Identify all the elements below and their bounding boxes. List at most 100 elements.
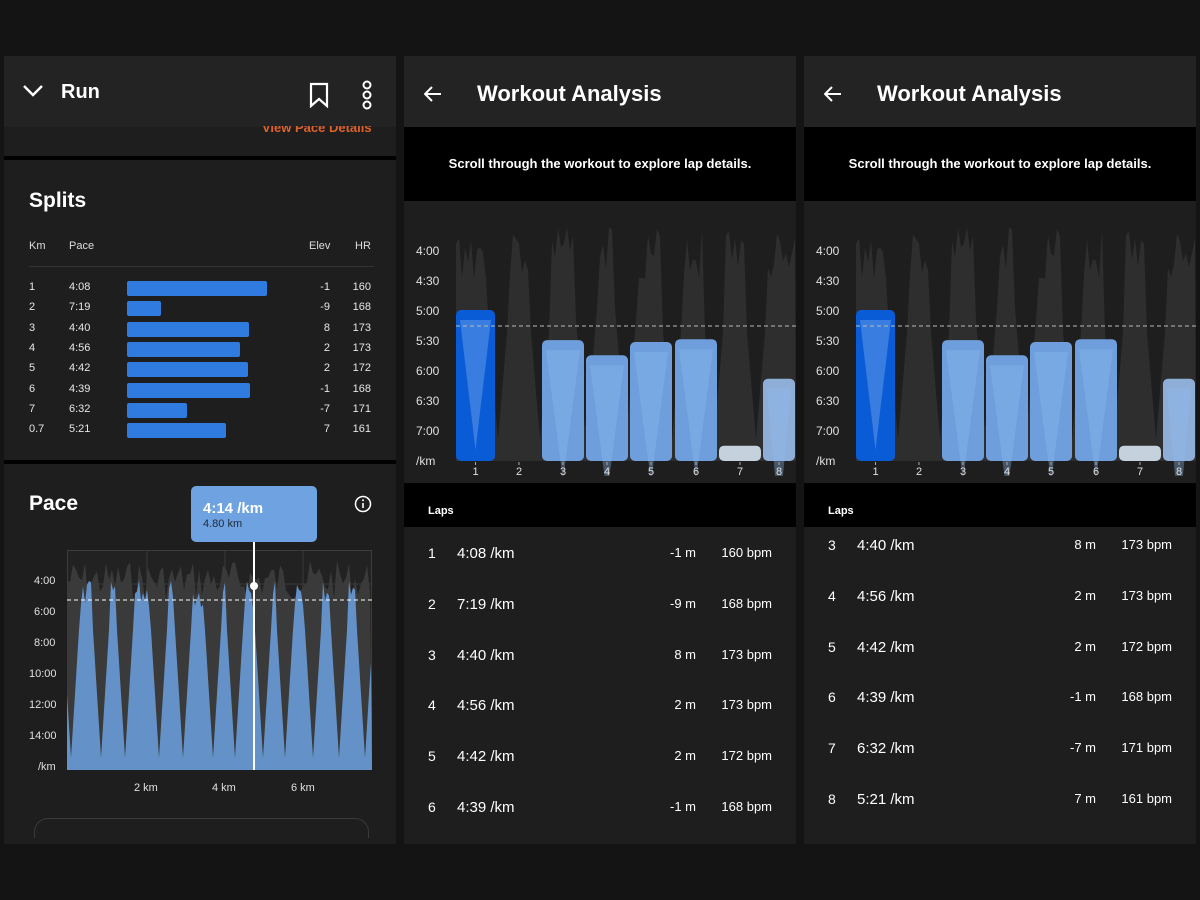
split-pace: 4:42 xyxy=(69,362,91,375)
pace-x-tick-label: 4 km xyxy=(212,782,236,794)
bottom-button-partial[interactable] xyxy=(34,818,369,838)
lap-pace: 4:40 /km xyxy=(857,537,915,554)
lap-bar-overlay xyxy=(1167,388,1191,476)
split-row: 3 4:40 8 173 xyxy=(4,319,396,339)
lap-x-tick-label: 3 xyxy=(960,466,966,476)
lap-bar[interactable] xyxy=(1030,342,1072,461)
lap-row[interactable]: 3 4:40 /km 8 m 173 bpm xyxy=(804,519,1196,569)
lap-bar[interactable] xyxy=(1163,378,1195,461)
lap-row[interactable]: 6 4:39 /km -1 m 168 bpm xyxy=(804,671,1196,721)
split-bar xyxy=(127,382,250,398)
lap-bar[interactable] xyxy=(856,310,895,461)
pace-x-tick-label: 6 km xyxy=(291,782,315,794)
lap-bar[interactable] xyxy=(719,445,761,461)
more-vertical-icon[interactable] xyxy=(359,80,375,110)
lap-heart-rate: 173 bpm xyxy=(1121,537,1172,552)
lap-elevation: 2 m xyxy=(1074,638,1096,654)
lap-bar[interactable] xyxy=(942,340,984,461)
lap-row[interactable]: 8 5:21 /km 7 m 161 bpm xyxy=(804,773,1196,823)
lap-row[interactable]: 5 4:42 /km 2 m 172 bpm xyxy=(404,730,796,780)
lap-bar[interactable] xyxy=(542,340,584,461)
lap-elevation: -1 m xyxy=(670,799,696,814)
lap-row[interactable]: 3 4:40 /km 8 m 173 bpm xyxy=(404,629,796,679)
lap-y-tick-label: 5:30 xyxy=(416,334,440,348)
lap-number: 7 xyxy=(828,740,836,757)
lap-bar-overlay xyxy=(990,365,1024,476)
lap-pace: 7:19 /km xyxy=(457,595,515,613)
lap-row[interactable]: 6 4:39 /km -1 m 168 bpm xyxy=(404,781,796,831)
lap-elevation: 2 m xyxy=(674,697,696,713)
split-km: 6 xyxy=(29,382,36,395)
lap-bar-overlay xyxy=(860,320,891,450)
lap-y-tick-label: 5:00 xyxy=(816,304,840,318)
lap-y-tick-label: 6:30 xyxy=(416,394,440,408)
pace-chart[interactable] xyxy=(67,550,372,770)
lap-bar[interactable] xyxy=(630,342,672,461)
lap-bar[interactable] xyxy=(763,378,795,461)
lap-x-tick-label: 1 xyxy=(872,466,878,476)
split-hr: 172 xyxy=(352,362,371,375)
analysis-title: Workout Analysis xyxy=(477,81,662,106)
lap-bar[interactable] xyxy=(1075,339,1117,461)
lap-row[interactable]: 4 4:56 /km 2 m 173 bpm xyxy=(404,679,796,729)
lap-bar[interactable] xyxy=(456,310,495,461)
lap-row[interactable]: 5 4:42 /km 2 m 172 bpm xyxy=(804,621,1196,671)
lap-heart-rate: 173 bpm xyxy=(721,697,772,713)
split-hr: 171 xyxy=(352,402,371,415)
lap-heart-rate: 161 bpm xyxy=(1121,791,1172,806)
split-km: 2 xyxy=(29,301,36,314)
lap-elevation: 8 m xyxy=(674,646,696,662)
split-bar xyxy=(127,362,248,378)
divider xyxy=(4,460,396,464)
split-elev: 2 xyxy=(323,341,330,354)
lap-bar[interactable] xyxy=(986,355,1028,461)
lap-number: 3 xyxy=(828,537,836,553)
lap-pace: 4:39 /km xyxy=(857,689,915,707)
lap-heart-rate: 173 bpm xyxy=(721,646,772,662)
lap-number: 3 xyxy=(428,646,436,663)
pace-y-tick-label: /km xyxy=(38,761,56,773)
lap-row[interactable]: 7 6:32 /km -7 m 171 bpm xyxy=(804,722,1196,772)
col-km: Km xyxy=(29,240,46,252)
lap-y-tick-label: 5:00 xyxy=(416,304,440,318)
split-km: 5 xyxy=(29,362,36,375)
lap-bar[interactable] xyxy=(1119,445,1161,461)
lap-bar-chart[interactable]: 1 2 3 4 5 6 7 8 xyxy=(856,206,1196,476)
info-icon[interactable] xyxy=(354,495,372,513)
pace-y-tick-label: 12:00 xyxy=(29,699,57,711)
splits-header-rule xyxy=(29,266,374,267)
lap-y-tick-label: 7:00 xyxy=(416,424,440,438)
lap-pace: 4:42 /km xyxy=(457,748,515,766)
col-elev: Elev xyxy=(309,240,331,252)
col-pace: Pace xyxy=(69,240,95,252)
lap-elevation: -9 m xyxy=(670,595,696,611)
lap-x-tick-label: 2 xyxy=(916,466,922,476)
workout-analysis-panel-1: Workout Analysis Scroll through the work… xyxy=(404,56,796,844)
lap-elevation: -1 m xyxy=(1070,689,1096,705)
view-pace-details-link[interactable]: View Pace Details xyxy=(262,120,372,135)
lap-x-tick-label: 4 xyxy=(604,466,610,476)
back-arrow-icon[interactable] xyxy=(824,86,842,102)
lap-row[interactable]: 4 4:56 /km 2 m 173 bpm xyxy=(804,570,1196,620)
bookmark-icon[interactable] xyxy=(308,82,330,108)
lap-number: 5 xyxy=(828,638,836,655)
laps-label: Laps xyxy=(404,483,796,527)
lap-y-tick-label: 6:00 xyxy=(416,364,440,378)
back-arrow-icon[interactable] xyxy=(424,86,442,102)
lap-number: 2 xyxy=(428,595,436,612)
divider xyxy=(4,156,396,160)
lap-pace: 6:32 /km xyxy=(857,740,915,758)
lap-bar[interactable] xyxy=(586,355,628,461)
pace-y-tick-label: 10:00 xyxy=(29,668,57,680)
chevron-down-icon[interactable] xyxy=(22,84,44,98)
lap-bar-chart[interactable]: 1 2 3 4 5 6 7 8 xyxy=(456,206,796,476)
lap-row[interactable]: 2 7:19 /km -9 m 168 bpm xyxy=(404,578,796,628)
lap-row[interactable]: 1 4:08 /km -1 m 160 bpm xyxy=(404,527,796,577)
lap-bar-overlay xyxy=(767,388,791,476)
lap-number: 4 xyxy=(428,697,436,714)
lap-bar-overlay xyxy=(546,350,580,476)
lap-x-tick-label: 6 xyxy=(693,466,699,476)
lap-pace: 5:21 /km xyxy=(857,791,915,808)
lap-bar[interactable] xyxy=(675,339,717,461)
analysis-header: Workout Analysis xyxy=(804,56,1196,127)
